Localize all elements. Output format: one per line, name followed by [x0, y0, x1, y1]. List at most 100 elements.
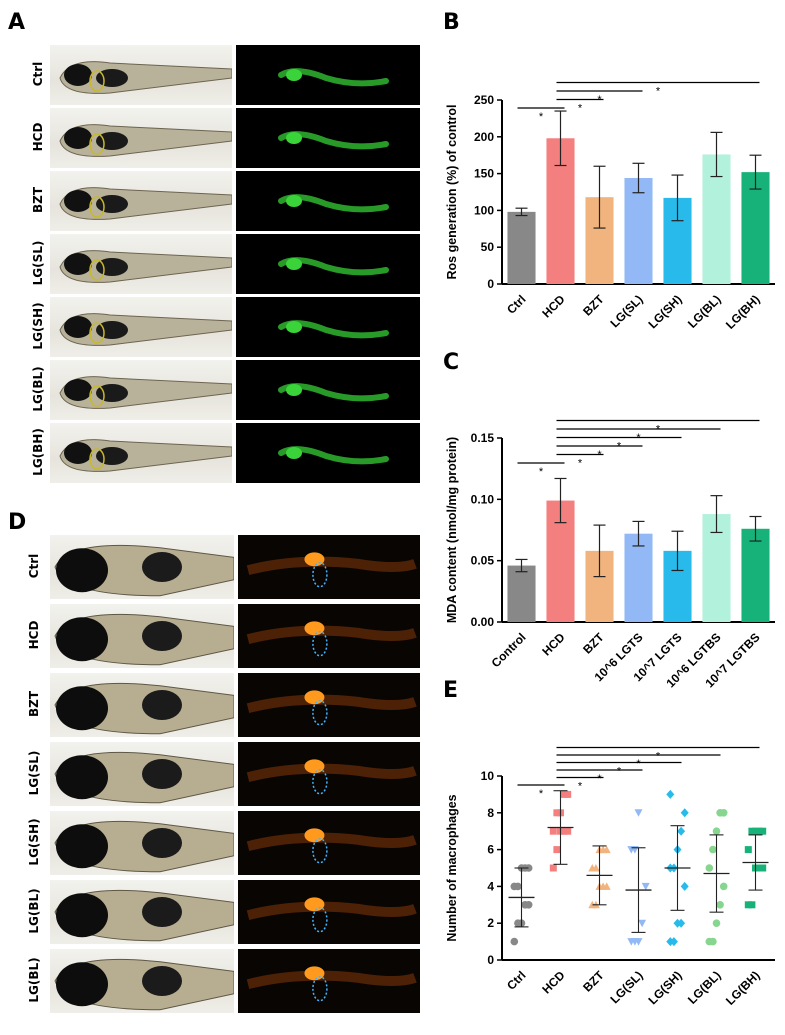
- chart-b-y-tick-label: 200: [474, 130, 494, 144]
- chart-e-point: [591, 864, 600, 872]
- panel-a-row-label: BZT: [31, 186, 45, 214]
- panel-label-d: D: [8, 510, 27, 535]
- chart-e-x-tick-label: LG(SL): [607, 968, 645, 1006]
- panel-d-row-label: LG(BL): [27, 957, 41, 1003]
- chart-b-x-tick-label: BZT: [580, 292, 607, 319]
- chart-e-point: [759, 864, 767, 872]
- chart-b-significance-star: *: [656, 86, 661, 98]
- chart-e-significance-star: *: [597, 773, 602, 785]
- chart-e-point: [680, 881, 689, 891]
- panel-d-brightfield-image: [50, 880, 234, 944]
- panel-d-fluorescence-image: [238, 880, 420, 944]
- chart-e-point: [524, 901, 533, 909]
- chart-e-point: [748, 901, 756, 909]
- panel-d-fluorescence-image: [238, 604, 420, 668]
- panel-label-e: E: [443, 678, 459, 703]
- panel-d-brightfield-image: [50, 604, 234, 668]
- chart-e-point: [634, 809, 643, 817]
- panel-d-row-label: Ctrl: [27, 553, 41, 579]
- panel-d-brightfield-image: [50, 673, 234, 737]
- chart-c-mda-content: 0.00 0.05 0.10 0.15 MDA content (nmol/mg pro…: [445, 419, 775, 688]
- chart-e-y-tick-label: 10: [481, 769, 495, 783]
- chart-e-y-axis-label: Number of macrophages: [445, 794, 459, 941]
- chart-b-y-tick-label: 150: [474, 167, 494, 181]
- chart-b-significance-star: *: [539, 111, 544, 123]
- chart-e-point: [712, 827, 721, 835]
- chart-b-significance-star: *: [578, 103, 583, 115]
- chart-e-significance-star: *: [656, 751, 661, 763]
- panel-d-row-label: LG(BL): [27, 888, 41, 934]
- chart-c-y-tick-label: 0.05: [471, 554, 495, 568]
- chart-b-x-tick-label: Ctrl: [504, 292, 529, 317]
- chart-e-point: [677, 826, 686, 836]
- chart-e-point: [549, 864, 557, 872]
- panel-a-fluorescence-image: [236, 108, 420, 168]
- panel-a-brightfield-image: [50, 234, 232, 294]
- chart-e-x-tick-label: Ctrl: [504, 968, 529, 993]
- panel-a-row-label: LG(BL): [31, 366, 45, 412]
- chart-b-x-tick-label: LG(SH): [645, 292, 684, 331]
- panel-a-row-label: HCD: [31, 122, 45, 152]
- chart-e-point: [759, 827, 767, 835]
- chart-e-x-tick-label: LG(BH): [723, 968, 763, 1008]
- panel-d-fluorescence-image: [238, 811, 420, 875]
- chart-e-point: [716, 901, 724, 909]
- chart-e-significance-star: *: [617, 766, 622, 778]
- panel-d-brightfield-image: [50, 742, 234, 806]
- chart-b-y-tick-label: 0: [487, 277, 494, 291]
- chart-e-point: [553, 809, 561, 817]
- panel-a-fluorescence-image: [236, 360, 420, 420]
- chart-e-point: [560, 790, 568, 798]
- chart-e-point: [549, 827, 557, 835]
- chart-e-point: [744, 846, 752, 854]
- chart-e-point: [666, 789, 675, 799]
- chart-c-x-tick-label: HCD: [539, 630, 568, 659]
- panel-a-brightfield-image: [50, 297, 232, 357]
- chart-c-significance-star: *: [636, 432, 641, 444]
- chart-e-point: [719, 882, 728, 891]
- panel-d-fluorescence-image: [238, 535, 420, 599]
- chart-e-x-tick-label: HCD: [539, 968, 568, 997]
- chart-e-significance-star: *: [539, 788, 544, 800]
- chart-e-point: [638, 919, 647, 928]
- panel-a-brightfield-image: [50, 360, 232, 420]
- chart-b-y-tick-label: 250: [474, 93, 494, 107]
- chart-c-significance-star: *: [539, 466, 544, 478]
- panel-d-row-label: LG(SH): [27, 818, 41, 866]
- chart-b-bar: [741, 172, 770, 284]
- chart-e-x-tick-label: LG(SH): [645, 968, 684, 1007]
- chart-b-ros-generation: 0 50 100 150 200 250 Ros generation (%) of con…: [445, 81, 775, 332]
- panel-a-row-label: LG(SH): [31, 302, 45, 350]
- chart-b-bar: [624, 178, 653, 284]
- chart-c-bar: [624, 533, 653, 622]
- chart-e-point: [514, 882, 522, 891]
- chart-c-significance-star: *: [617, 441, 622, 453]
- chart-c-y-tick-label: 0.15: [471, 431, 495, 445]
- chart-b-x-tick-label: LG(BH): [723, 292, 763, 332]
- panel-a-brightfield-image: [50, 108, 232, 168]
- panel-label-c: C: [443, 350, 460, 375]
- chart-e-point: [748, 827, 756, 835]
- chart-b-y-axis-label: Ros generation (%) of control: [445, 105, 459, 280]
- chart-b-bar: [507, 211, 536, 284]
- chart-e-y-tick-label: 0: [487, 953, 494, 967]
- chart-e-significance-star: *: [636, 758, 641, 770]
- panel-d-row-label: BZT: [27, 690, 41, 718]
- chart-e-point: [634, 938, 643, 946]
- panel-a-row-label: LG(BH): [31, 428, 45, 476]
- chart-e-point: [677, 918, 686, 928]
- panel-d-brightfield-image: [50, 811, 234, 875]
- chart-b-x-tick-label: LG(SL): [607, 292, 645, 330]
- chart-e-point: [510, 937, 519, 946]
- chart-e-point: [553, 846, 561, 854]
- panel-a-fluorescence-image: [236, 45, 420, 105]
- chart-e-point: [680, 808, 689, 818]
- chart-e-point: [602, 845, 611, 854]
- panel-d-row-label: LG(SL): [27, 750, 41, 796]
- chart-c-x-tick-label: BZT: [580, 630, 607, 657]
- chart-b-x-tick-label: HCD: [539, 292, 568, 321]
- chart-e-point: [712, 919, 721, 927]
- chart-e-y-tick-label: 4: [487, 879, 494, 893]
- chart-e-point: [705, 864, 714, 872]
- chart-c-bar: [741, 528, 770, 622]
